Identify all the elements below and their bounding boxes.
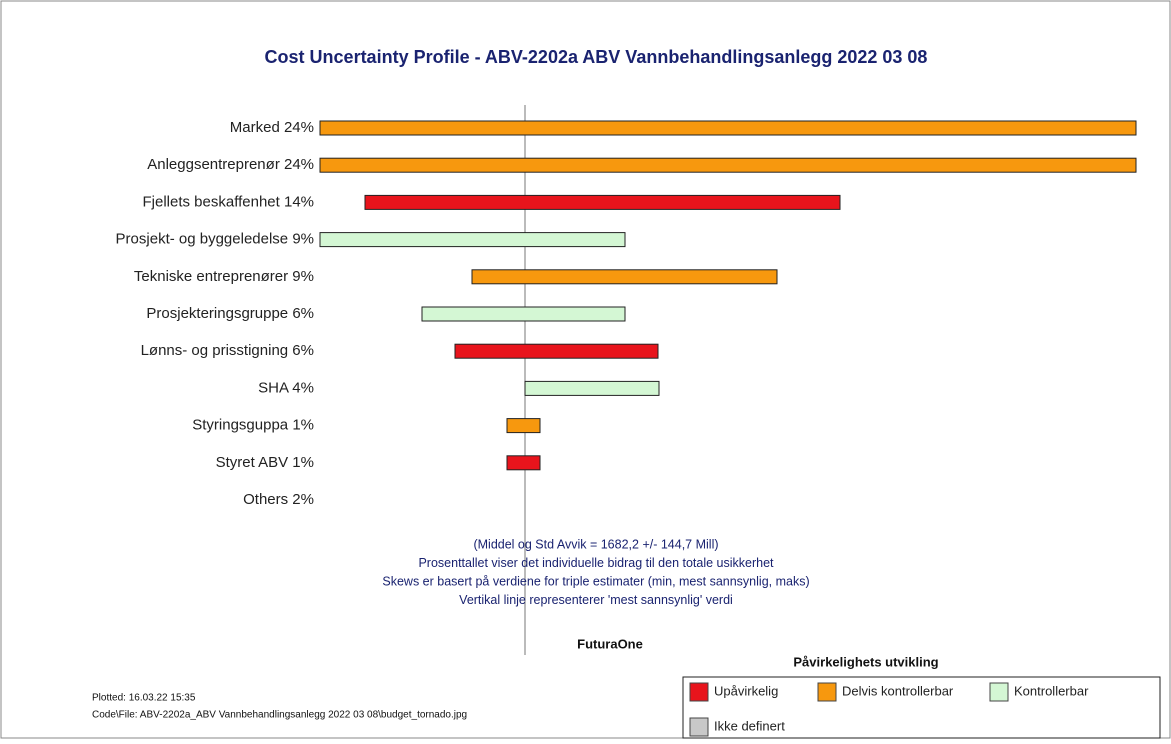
category-label: Lønns- og prisstigning 6% — [141, 342, 314, 359]
bar — [524, 380, 660, 396]
category-label: Prosjekteringsgruppe 6% — [146, 305, 314, 322]
category-label: Tekniske entreprenører 9% — [134, 268, 314, 285]
note: (Middel og Std Avvik = 1682,2 +/- 144,7 … — [473, 537, 718, 551]
legend-swatch — [989, 682, 1009, 702]
legend-swatch — [689, 682, 709, 702]
category-label: Anleggsentreprenør 24% — [147, 156, 314, 173]
footer-text: Plotted: 16.03.22 15:35 — [92, 693, 196, 704]
category-label: Fjellets beskaffenhet 14% — [143, 193, 315, 210]
bar — [506, 418, 541, 434]
legend-label: Kontrollerbar — [1014, 683, 1089, 698]
category-label: SHA 4% — [258, 379, 314, 396]
category-label: Others 2% — [243, 491, 314, 508]
legend-swatch — [689, 717, 709, 737]
bar — [421, 306, 626, 322]
category-label: Marked 24% — [230, 119, 314, 136]
brand: FuturaOne — [577, 636, 643, 651]
legend-label: Ikke definert — [714, 718, 785, 733]
legend-title: Påvirkelighets utvikling — [793, 654, 938, 669]
bar — [319, 120, 1137, 136]
bar — [364, 194, 841, 210]
bar — [471, 269, 778, 285]
note: Vertikal linje representerer 'mest sanns… — [459, 593, 733, 607]
category-label: Styret ABV 1% — [216, 454, 314, 471]
category-label: Styringsguppa 1% — [192, 417, 314, 434]
chart-title: Cost Uncertainty Profile - ABV-2202a ABV… — [265, 47, 928, 67]
legend-label: Delvis kontrollerbar — [842, 683, 954, 698]
category-label: Prosjekt- og byggeledelse 9% — [116, 231, 314, 248]
bar — [319, 157, 1137, 173]
legend-box — [682, 676, 1161, 739]
footer-text: Code\File: ABV-2202a_ABV Vannbehandlings… — [92, 710, 467, 721]
note: Skews er basert på verdiene for triple e… — [382, 574, 809, 588]
legend-swatch — [817, 682, 837, 702]
note: Prosenttallet viser det individuelle bid… — [418, 556, 774, 570]
bar — [454, 343, 659, 359]
legend-label: Upåvirkelig — [714, 683, 778, 698]
bar — [506, 455, 541, 471]
bar — [319, 232, 626, 248]
